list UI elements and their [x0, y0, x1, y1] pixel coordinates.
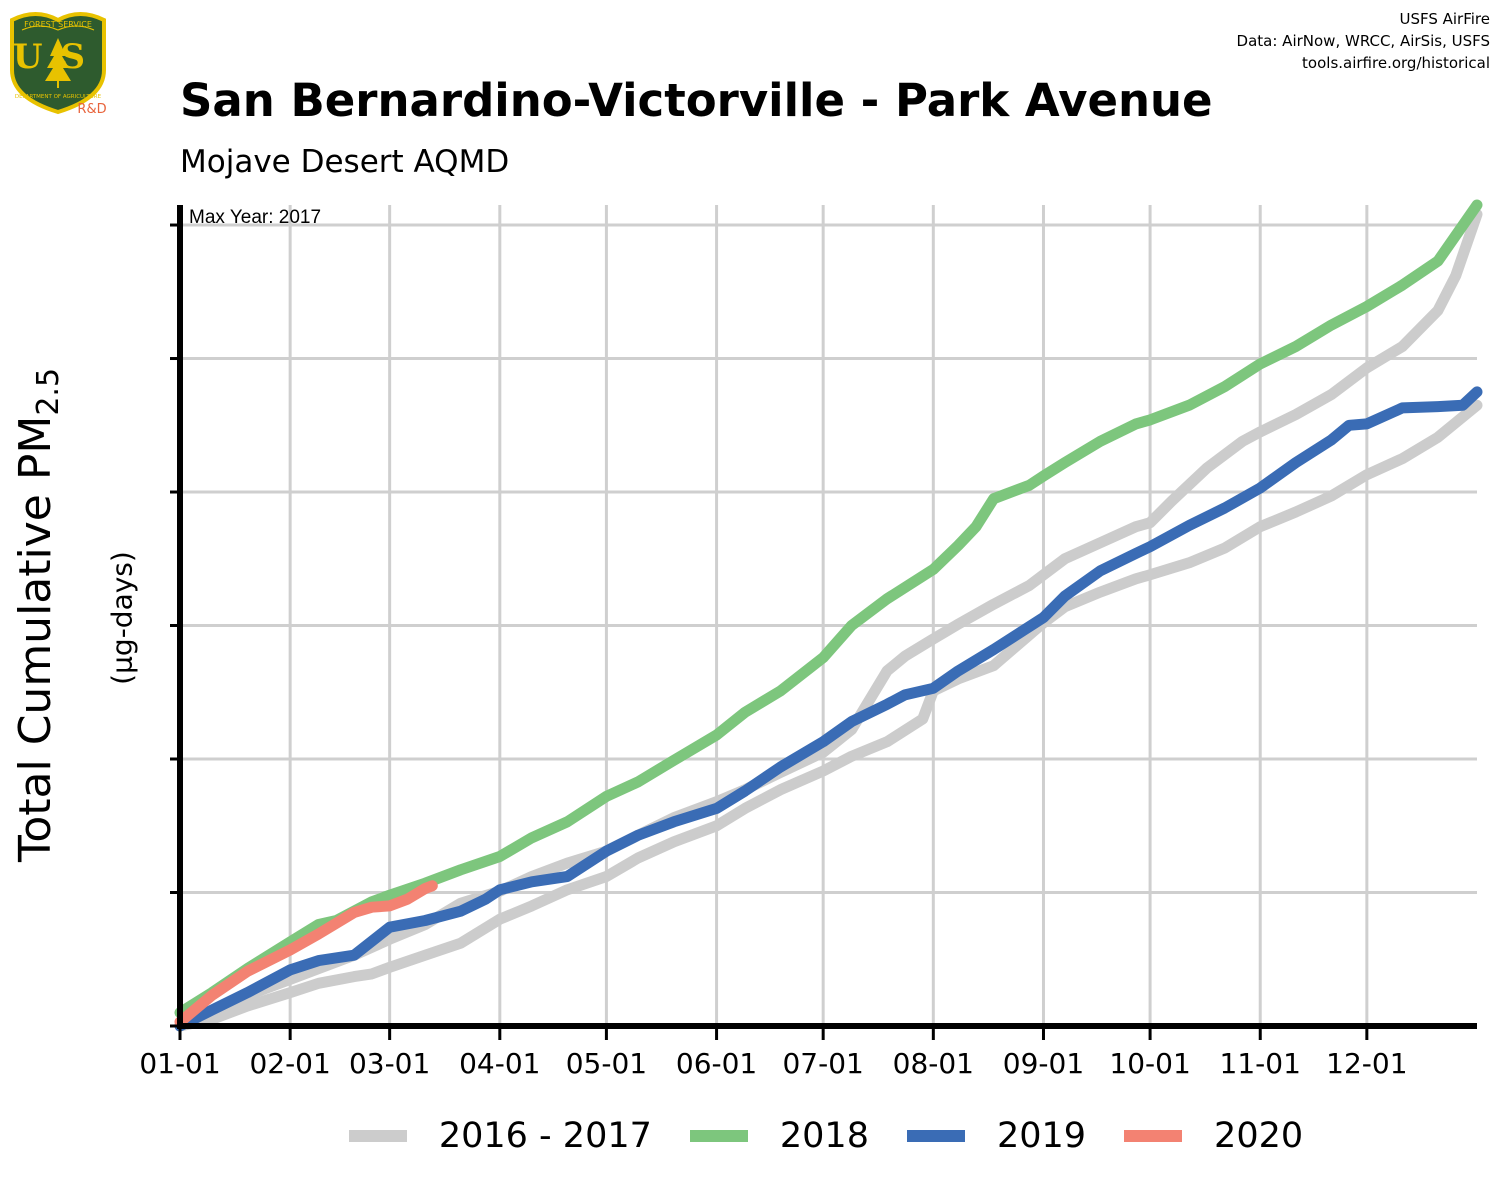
legend-swatch-2020	[1124, 1130, 1183, 1142]
legend-swatch-2018	[689, 1130, 748, 1142]
max-year-annotation: Max Year: 2017	[189, 207, 321, 228]
legend-label-2016-2017: 2016 - 2017	[438, 1116, 652, 1156]
x-tick-label: 07-01	[782, 1047, 863, 1080]
forest-service-logo: FOREST SERVICE US DEPARTMENT OF AGRICULT…	[10, 12, 107, 117]
x-tick-label: 11-01	[1220, 1047, 1301, 1080]
y-axis-label-subscript: 2.5	[31, 367, 66, 416]
x-tick-label: 06-01	[676, 1047, 757, 1080]
x-tick-label: 03-01	[349, 1047, 430, 1080]
legend-item-2019: 2019	[906, 1116, 1087, 1156]
x-tick-label: 02-01	[249, 1047, 330, 1080]
legend-swatch-2016-2017	[348, 1130, 407, 1142]
y-axis-label: Total Cumulative PM2.5	[10, 368, 66, 862]
logo-top-text: FOREST SERVICE	[24, 20, 92, 29]
series-line-2020	[174, 880, 438, 1028]
legend-swatch-2019	[906, 1130, 965, 1142]
legend: 2016 - 2017 2018 2019 2020	[0, 1113, 1500, 1159]
x-tick-label: 05-01	[566, 1047, 647, 1080]
y-axis-label-text: Total Cumulative PM	[10, 415, 61, 863]
chart-subtitle: Mojave Desert AQMD	[180, 144, 510, 180]
legend-label-2018: 2018	[779, 1116, 869, 1156]
series-line-2018	[174, 199, 1483, 1019]
logo-letters: US	[13, 37, 103, 77]
credit-line-url: tools.airfire.org/historical	[1302, 54, 1490, 72]
x-tick-label: 10-01	[1109, 1047, 1190, 1080]
x-tick-label: 09-01	[1003, 1047, 1084, 1080]
legend-label-2020: 2020	[1214, 1116, 1304, 1156]
series-line-2016-2017	[174, 399, 1483, 1032]
credit-line-source: USFS AirFire	[1399, 10, 1490, 28]
legend-item-2016-2017: 2016 - 2017	[348, 1116, 652, 1156]
credit-line-data: Data: AirNow, WRCC, AirSis, USFS	[1236, 32, 1490, 50]
x-tick-label: 01-01	[139, 1047, 220, 1080]
chart-title: San Bernardino-Victorville - Park Avenue	[180, 74, 1213, 127]
x-tick-label: 12-01	[1326, 1047, 1407, 1080]
logo-bottom-text: DEPARTMENT OF AGRICULTURE	[15, 94, 102, 100]
legend-item-2018: 2018	[689, 1116, 869, 1156]
x-tick-label: 04-01	[459, 1047, 540, 1080]
legend-item-2020: 2020	[1124, 1116, 1303, 1156]
x-tick-label: 08-01	[893, 1047, 974, 1080]
legend-label-2019: 2019	[996, 1116, 1087, 1156]
y-axis-unit-label: (µg-days)	[105, 551, 139, 685]
series-line-2019	[174, 386, 1483, 1032]
logo-tag: R&D	[77, 102, 106, 117]
credits: USFS AirFire Data: AirNow, WRCC, AirSis,…	[1237, 8, 1490, 74]
